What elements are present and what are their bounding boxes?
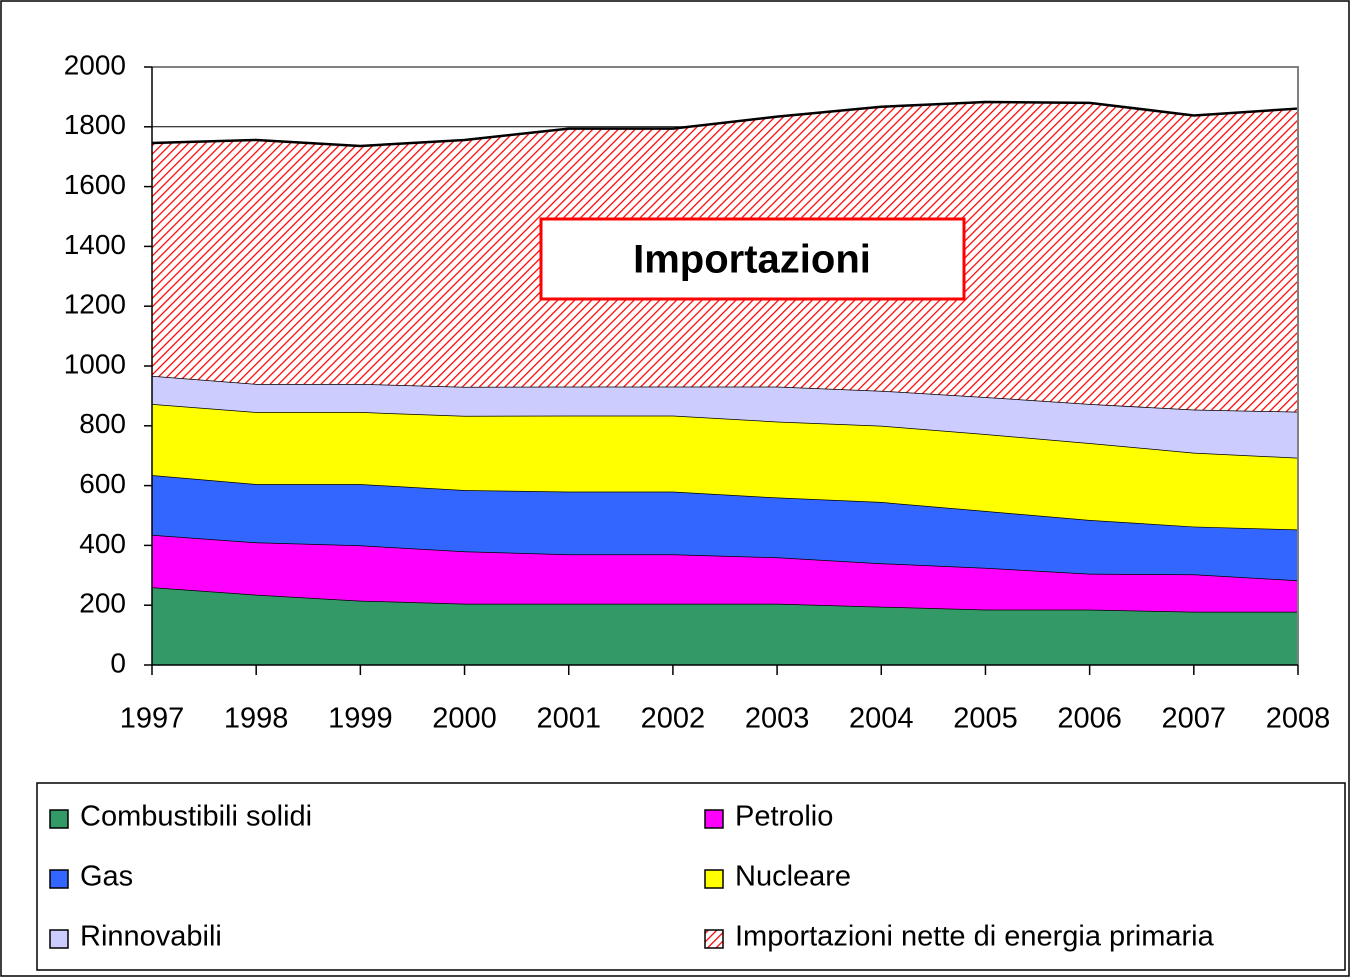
y-tick-label: 0 xyxy=(110,647,126,678)
y-tick-label: 600 xyxy=(79,468,126,499)
legend-label: Importazioni nette di energia primaria xyxy=(735,921,1215,953)
area xyxy=(152,475,1298,581)
legend-label: Nucleare xyxy=(735,861,851,893)
y-tick-label: 1800 xyxy=(64,109,126,140)
y-tick-label: 1000 xyxy=(64,348,126,379)
annotation-box xyxy=(539,217,966,301)
legend-label: Gas xyxy=(80,861,133,893)
area xyxy=(152,403,1298,530)
y-tick-label: 200 xyxy=(79,588,126,619)
plot: 0 200 400 600 800 1000 1200 1400 1600 1800 2000 199… xyxy=(64,49,1331,734)
legend-swatch xyxy=(49,929,69,949)
legend-swatch xyxy=(49,809,69,829)
x-tick-label: 2001 xyxy=(536,703,601,735)
legend-swatch xyxy=(49,869,69,889)
x-tick-label: 2004 xyxy=(849,703,914,735)
legend-label: Rinnovabili xyxy=(80,921,222,953)
x-tick-label: 2008 xyxy=(1266,703,1331,735)
area xyxy=(152,534,1298,612)
annotation: Importazioni xyxy=(633,238,871,282)
legend-swatch xyxy=(704,869,724,889)
legend-label: Petrolio xyxy=(735,801,833,833)
x-tick-label: 2006 xyxy=(1057,703,1122,735)
x-tick-label: 1999 xyxy=(328,703,393,735)
legend: Combustibili solidi Petrolio Gas Nucleare Ri… xyxy=(49,801,1215,953)
y-tick-label: 2000 xyxy=(64,49,126,80)
legend-swatch xyxy=(704,809,724,829)
y-tick-label: 400 xyxy=(79,528,126,559)
legend-label: Combustibili solidi xyxy=(80,801,312,833)
x-tick-label: 2005 xyxy=(953,703,1018,735)
area xyxy=(152,587,1298,665)
x-tick-label: 1997 xyxy=(120,703,185,735)
x-tick-label: 2000 xyxy=(432,703,497,735)
plot-border xyxy=(152,66,1299,665)
y-tick-label: 1600 xyxy=(64,169,126,200)
x-tick-label: 1998 xyxy=(224,703,289,735)
y-tick-label: 800 xyxy=(79,408,126,439)
legend-swatch xyxy=(704,929,724,949)
x-tick-label: 2002 xyxy=(641,703,706,735)
legend-box xyxy=(36,782,1346,971)
x-tick-label: 2007 xyxy=(1162,703,1227,735)
x-tick-label: 2003 xyxy=(745,703,810,735)
y-tick-label: 1200 xyxy=(64,289,126,320)
y-tick-label: 1400 xyxy=(64,229,126,260)
area xyxy=(152,375,1298,458)
area-edge xyxy=(151,100,1299,148)
